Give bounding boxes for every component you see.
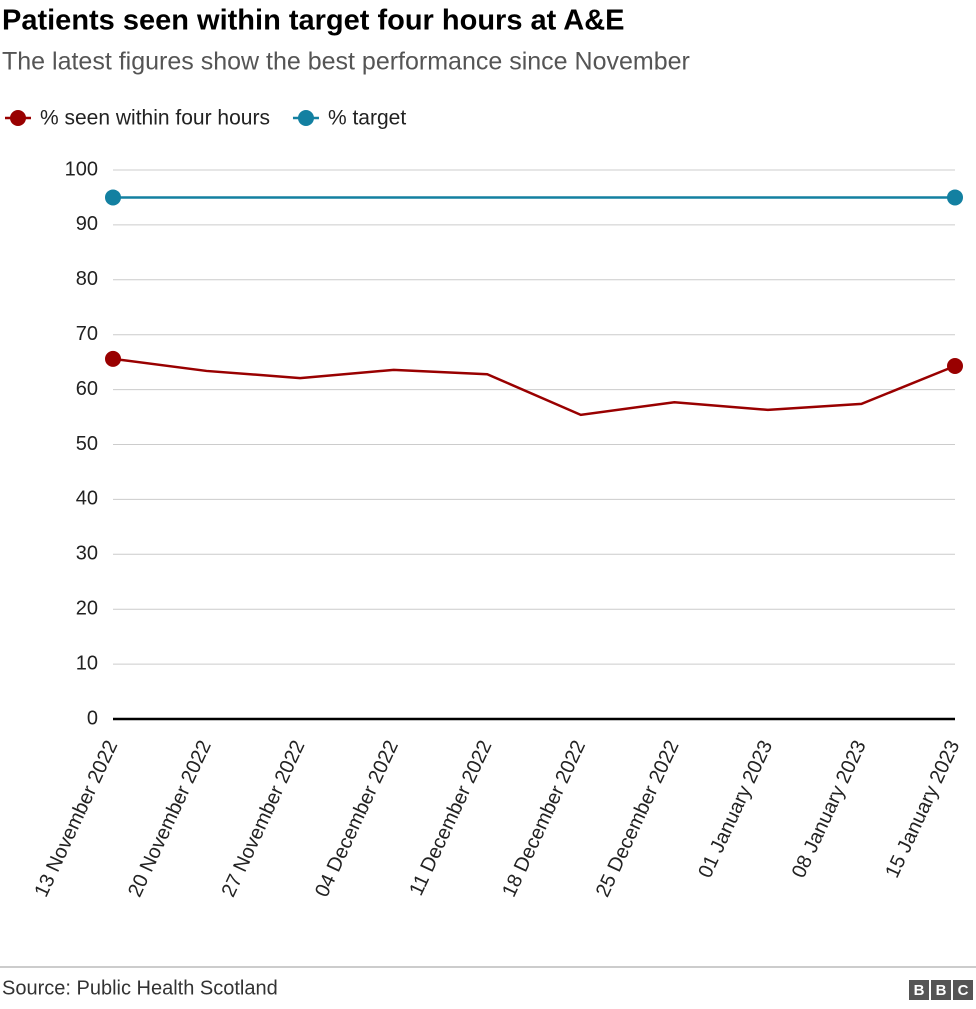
x-tick-label: 18 December 2022 [498, 737, 590, 900]
source: Source: Public Health Scotland [2, 977, 278, 999]
x-tick-label: 11 December 2022 [405, 737, 496, 899]
chart-title: Patients seen within target four hours a… [2, 5, 625, 37]
series-line [112, 357, 956, 417]
y-tick-label: 40 [76, 488, 98, 510]
legend-label: % target [328, 107, 406, 130]
legend-item: % target [292, 107, 406, 130]
legend-marker [297, 110, 314, 126]
logo-letter: C [958, 982, 969, 999]
chart-subtitle: The latest figures show the best perform… [2, 48, 690, 76]
y-tick-label: 50 [76, 433, 98, 455]
logo-box [909, 980, 929, 1000]
end-marker [105, 189, 121, 206]
x-tick-label: 20 November 2022 [124, 737, 216, 900]
y-tick-label: 90 [76, 213, 98, 235]
x-tick-label: 27 November 2022 [218, 737, 310, 900]
y-tick-label: 100 [65, 158, 98, 180]
legend-item: % seen within four hours [5, 107, 270, 130]
legend-marker [10, 110, 26, 126]
y-tick-label: 30 [76, 543, 98, 565]
x-tick-label: 01 January 2023 [694, 737, 777, 881]
y-tick-label: 10 [76, 652, 98, 674]
x-tick-label: 08 January 2023 [788, 737, 871, 881]
logo-letter: B [914, 982, 925, 999]
x-tick-label: 04 December 2022 [311, 737, 403, 900]
x-tick-label: 25 December 2022 [592, 737, 684, 900]
logo-box [953, 980, 973, 1000]
y-tick-label: 0 [87, 707, 98, 729]
y-tick-label: 80 [76, 268, 98, 290]
x-tick-label: 15 January 2023 [881, 737, 964, 881]
end-marker [947, 189, 963, 206]
y-tick-label: 20 [76, 597, 98, 619]
x-tick-label: 13 November 2022 [30, 737, 122, 900]
y-tick-label: 60 [76, 378, 98, 400]
end-marker [105, 350, 121, 367]
logo-letter: B [936, 982, 947, 999]
y-tick-label: 70 [76, 323, 98, 345]
legend-label: % seen within four hours [40, 107, 270, 130]
end-marker [947, 357, 963, 374]
logo-box [931, 980, 951, 1000]
